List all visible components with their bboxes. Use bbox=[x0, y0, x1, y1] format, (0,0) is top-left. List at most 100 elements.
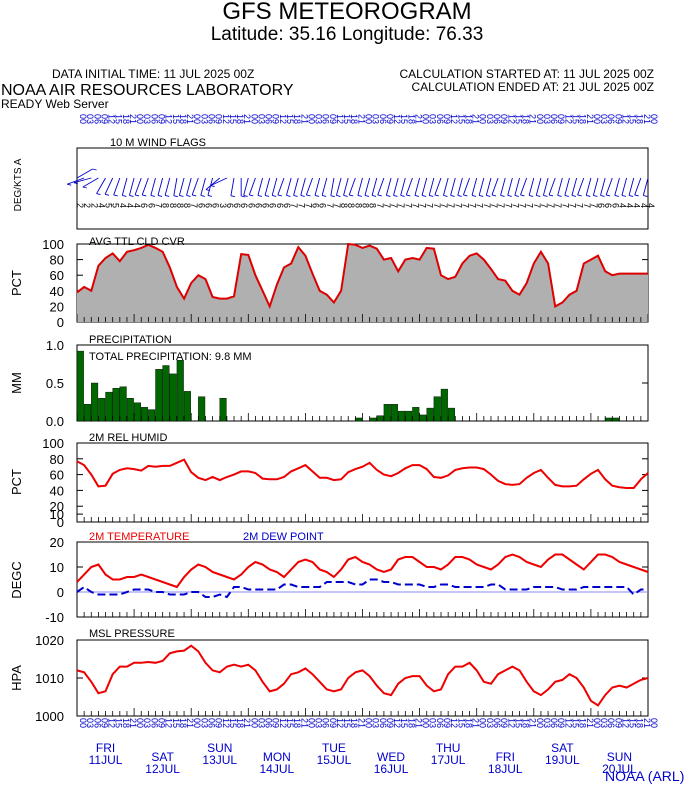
day-name-label: FRI bbox=[96, 741, 115, 755]
top-hour-label: 12 bbox=[335, 114, 345, 124]
wind-barb bbox=[104, 177, 114, 195]
wind-speed-label: 4 bbox=[125, 203, 135, 208]
top-hour-label: 12 bbox=[449, 114, 459, 124]
top-hour-label: 18 bbox=[463, 114, 473, 124]
bottom-hour-label: 06 bbox=[206, 718, 216, 728]
wind-barb bbox=[141, 177, 149, 196]
wind-speed-label: 8 bbox=[161, 203, 171, 208]
humid-y-label: 80 bbox=[50, 452, 64, 467]
wind-barb bbox=[200, 177, 206, 196]
wind-barb bbox=[173, 177, 178, 196]
bottom-hour-label: 06 bbox=[92, 718, 102, 728]
bottom-hour-label: 03 bbox=[256, 718, 266, 728]
precip-bar bbox=[412, 407, 420, 422]
wind-barb bbox=[600, 177, 606, 196]
bottom-hour-label: 00 bbox=[306, 718, 316, 728]
wind-barb bbox=[191, 177, 199, 196]
top-hour-label: 12 bbox=[278, 114, 288, 124]
day-name-label: SUN bbox=[607, 750, 632, 764]
wind-speed-label: 4 bbox=[132, 203, 142, 208]
wind-barb-flag bbox=[129, 194, 134, 197]
top-hour-label: 09 bbox=[271, 114, 281, 124]
bottom-hour-label: 15 bbox=[171, 718, 181, 728]
bottom-hour-label: 18 bbox=[235, 718, 245, 728]
wind-barb bbox=[210, 177, 228, 187]
wind-barb bbox=[264, 177, 271, 196]
wind-speed-label: 6 bbox=[318, 203, 328, 208]
wind-barb bbox=[485, 177, 492, 196]
wind-speed-label: 7 bbox=[567, 203, 577, 208]
wind-barb-flag bbox=[463, 194, 468, 197]
wind-speed-label: 6 bbox=[275, 203, 285, 208]
wind-barb-flag bbox=[241, 195, 246, 198]
cloud-panel-title: AVG TTL CLD CVR bbox=[89, 236, 185, 248]
precip-bar bbox=[119, 386, 127, 422]
wind-speed-label: 7 bbox=[154, 203, 164, 208]
bottom-hour-label: 18 bbox=[292, 718, 302, 728]
temp-panel-ylabel: DEGC bbox=[9, 561, 24, 599]
wind-barb bbox=[520, 177, 528, 196]
top-hour-label: 12 bbox=[392, 114, 402, 124]
pressure-panel-ylabel: HPA bbox=[9, 665, 24, 691]
bottom-hour-label: 09 bbox=[214, 718, 224, 728]
wind-barb-flag bbox=[205, 189, 211, 192]
wind-barb bbox=[571, 177, 578, 196]
top-hour-label: 00 bbox=[478, 114, 488, 124]
wind-barb bbox=[462, 177, 470, 196]
wind-speed-label: 7 bbox=[575, 203, 585, 208]
wind-barb bbox=[628, 177, 635, 196]
top-hour-label: 00 bbox=[592, 114, 602, 124]
dewpoint-line bbox=[76, 578, 648, 599]
bottom-hour-label: 21 bbox=[528, 718, 538, 728]
top-hour-label: 03 bbox=[428, 114, 438, 124]
humid-y-label: 0 bbox=[57, 515, 64, 530]
wind-barb-flag bbox=[82, 186, 87, 189]
wind-barb bbox=[471, 177, 478, 196]
wind-barb-flag bbox=[150, 194, 155, 197]
precip-bar bbox=[176, 360, 184, 422]
wind-panel-ylabel: DEG/KTS A bbox=[13, 158, 24, 211]
temp-y-label: -10 bbox=[45, 610, 64, 625]
wind-barb bbox=[478, 177, 485, 196]
humid-y-label: 60 bbox=[50, 468, 64, 483]
wind-speed-label: 8 bbox=[182, 203, 192, 208]
bottom-hour-label: 09 bbox=[442, 718, 452, 728]
bottom-hour-label: 06 bbox=[378, 718, 388, 728]
wind-barb-flag bbox=[165, 194, 170, 197]
cloud-y-label: 60 bbox=[50, 268, 64, 283]
top-hour-label: 09 bbox=[99, 114, 109, 124]
top-hour-label: 03 bbox=[314, 114, 324, 124]
top-hour-label: 00 bbox=[306, 114, 316, 124]
wind-speed-label: 3 bbox=[218, 203, 228, 208]
wind-barb-flag bbox=[471, 194, 477, 197]
top-hour-label: 00 bbox=[135, 114, 145, 124]
bottom-hour-label: 09 bbox=[556, 718, 566, 728]
pressure-y-label: 1020 bbox=[35, 633, 64, 648]
bottom-hour-label: 12 bbox=[335, 718, 345, 728]
top-hour-label: 15 bbox=[171, 114, 181, 124]
top-hour-label: 06 bbox=[435, 114, 445, 124]
wind-barb-flag bbox=[614, 194, 619, 197]
top-hour-label: 03 bbox=[199, 114, 209, 124]
wind-barb bbox=[371, 177, 378, 196]
precip-bar bbox=[198, 396, 206, 422]
top-hour-label: 12 bbox=[506, 114, 516, 124]
wind-barb bbox=[321, 177, 328, 196]
top-hour-label: 06 bbox=[606, 114, 616, 124]
wind-barb-flag bbox=[406, 194, 411, 197]
wind-barb-flag bbox=[557, 194, 562, 197]
bottom-hour-label: 03 bbox=[599, 718, 609, 728]
wind-barb-flag bbox=[606, 194, 611, 197]
wind-barb bbox=[207, 177, 214, 196]
wind-barb-flag bbox=[186, 194, 191, 197]
cloud-panel-ylabel: PCT bbox=[9, 270, 24, 296]
wind-speed-label: 5 bbox=[111, 203, 121, 208]
top-hour-label: 09 bbox=[442, 114, 452, 124]
server-name: READY Web Server bbox=[1, 97, 109, 111]
bottom-hour-label: 00 bbox=[478, 718, 488, 728]
top-hour-label: 21 bbox=[299, 114, 309, 124]
wind-speed-label: 7 bbox=[453, 203, 463, 208]
wind-speed-label: 7 bbox=[582, 203, 592, 208]
precip-bar bbox=[148, 409, 156, 422]
wind-speed-label: 6 bbox=[311, 203, 321, 208]
